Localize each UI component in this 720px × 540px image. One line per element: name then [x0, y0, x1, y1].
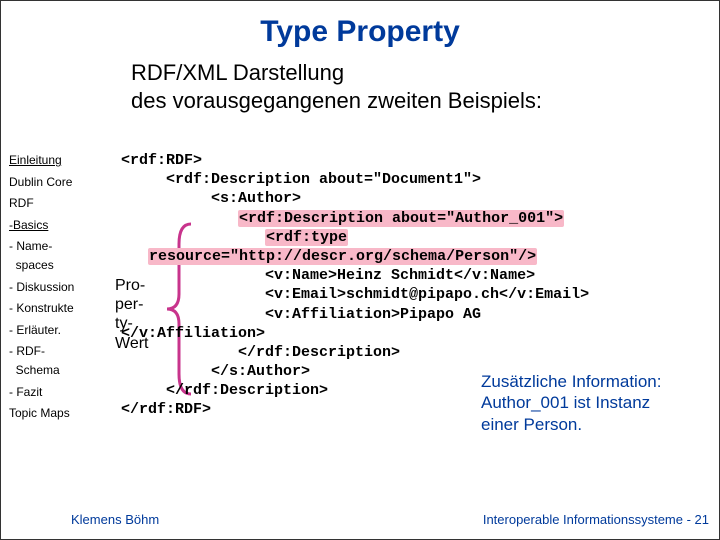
sidebar-item[interactable]: Dublin Core — [9, 173, 109, 192]
sidebar-item[interactable]: - Diskussion — [9, 278, 109, 297]
property-value-label: Pro- per- ty- Wert — [115, 276, 163, 353]
slide-subtitle: RDF/XML Darstellung des vorausgegangenen… — [131, 59, 719, 114]
sidebar-nav: Einleitung Dublin Core RDF -Basics - Nam… — [9, 151, 109, 426]
subtitle-line-2: des vorausgegangenen zweiten Beispiels: — [131, 88, 542, 113]
sidebar-item[interactable]: - RDF- Schema — [9, 342, 109, 379]
footer-page: Interoperable Informationssysteme - 21 — [483, 512, 709, 527]
highlight: <rdf:type — [265, 229, 348, 246]
sidebar-item[interactable]: RDF — [9, 194, 109, 213]
sidebar-item[interactable]: Topic Maps — [9, 404, 109, 423]
sidebar-item[interactable]: -Basics — [9, 216, 109, 235]
code-block: <rdf:RDF> <rdf:Description about="Docume… — [121, 151, 706, 420]
slide-title: Type Property — [1, 15, 719, 49]
sidebar-item[interactable]: Einleitung — [9, 151, 109, 170]
sidebar-item[interactable]: - Erläuter. — [9, 321, 109, 340]
sidebar-item[interactable]: - Fazit — [9, 383, 109, 402]
highlight: <rdf:Description about="Author_001"> — [238, 210, 564, 227]
footer-author: Klemens Böhm — [71, 512, 159, 527]
slide: Type Property RDF/XML Darstellung des vo… — [0, 0, 720, 540]
sidebar-item[interactable]: - Konstrukte — [9, 299, 109, 318]
subtitle-line-1: RDF/XML Darstellung — [131, 60, 344, 85]
highlight: resource="http://descr.org/schema/Person… — [148, 248, 537, 265]
sidebar-item[interactable]: - Name- spaces — [9, 237, 109, 274]
